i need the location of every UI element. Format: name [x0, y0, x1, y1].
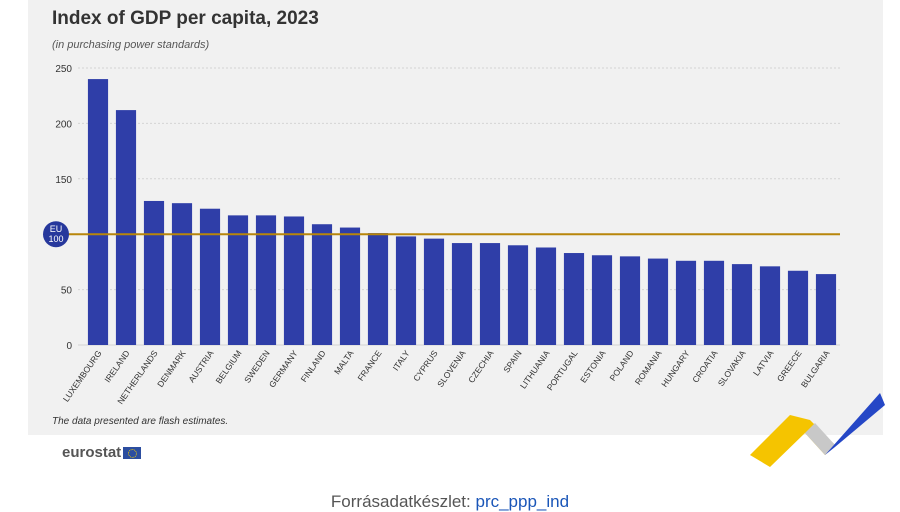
chart-note: The data presented are flash estimates. [52, 416, 228, 427]
x-tick-label: FRANCE [355, 348, 383, 383]
x-axis-labels: LUXEMBOURGIRELANDNETHERLANDSDENMARKAUSTR… [61, 348, 832, 406]
x-tick-label: AUSTRIA [186, 348, 216, 384]
y-tick-label: 200 [55, 119, 72, 130]
bar-germany [283, 216, 305, 345]
bar-netherlands [143, 200, 165, 345]
logo-text: eurostat [62, 444, 122, 461]
chart-subtitle: (in purchasing power standards) [52, 39, 209, 51]
eu-flag-icon [123, 446, 142, 459]
source-label: Forrásadatkészlet: [330, 492, 476, 511]
x-tick-label: SLOVAKIA [716, 348, 748, 388]
bar-croatia [703, 260, 725, 345]
bar-belgium [227, 215, 249, 345]
x-tick-label: SPAIN [501, 348, 523, 374]
bar-malta [339, 227, 361, 345]
x-tick-label: POLAND [607, 348, 635, 382]
eu-badge-value: 100 [48, 234, 63, 244]
y-tick-label: 250 [55, 64, 72, 75]
x-tick-label: FINLAND [299, 348, 328, 384]
decorative-ribbon-icon [750, 393, 885, 467]
x-tick-label: BELGIUM [213, 348, 243, 385]
bar-estonia [591, 255, 613, 345]
x-tick-label: CZECHIA [466, 348, 496, 385]
eu-average-badge [43, 221, 69, 248]
eu-badge-label: EU [50, 224, 63, 234]
source-dataset-link[interactable]: prc_ppp_ind [475, 492, 570, 511]
bar-portugal [563, 253, 585, 345]
bar-spain [507, 245, 529, 345]
y-tick-label: 50 [61, 286, 73, 297]
x-tick-label: SWEDEN [242, 348, 272, 384]
bars [87, 79, 837, 345]
bar-romania [647, 258, 669, 345]
bar-lithuania [535, 247, 557, 345]
bar-luxembourg [87, 79, 109, 345]
y-axis-ticks: 0 50 150 200 250 [55, 64, 72, 352]
eurostat-logo[interactable]: eurostat [62, 444, 142, 461]
bar-cyprus [423, 238, 445, 345]
bar-sweden [255, 215, 277, 345]
chart-card [28, 0, 883, 435]
chart-canvas: Index of GDP per capita, 2023 (in purcha… [43, 8, 840, 427]
x-tick-label: SLOVENIA [435, 348, 468, 389]
y-tick-label: 0 [66, 341, 72, 352]
bar-czechia [479, 243, 501, 345]
bar-italy [395, 236, 417, 345]
x-tick-label: LATVIA [751, 348, 776, 377]
x-tick-label: CROATIA [690, 348, 720, 384]
bar-poland [619, 256, 641, 345]
x-tick-label: CYPRUS [411, 348, 440, 383]
x-tick-label: ITALY [391, 348, 412, 372]
footer-band [28, 435, 883, 475]
bar-finland [311, 224, 333, 345]
x-tick-label: BULGARIA [799, 348, 832, 389]
bar-slovenia [451, 243, 473, 345]
bar-slovakia [731, 264, 753, 345]
source-line: Forrásadatkészlet: prc_ppp_ind [0, 492, 900, 512]
bar-ireland [115, 110, 137, 345]
bar-austria [199, 208, 221, 345]
x-tick-label: GERMANY [267, 348, 300, 389]
x-tick-label: GREECE [775, 348, 804, 383]
x-tick-label: LUXEMBOURG [61, 348, 104, 403]
bar-denmark [171, 203, 193, 345]
eu-reference: EU 100 [43, 221, 840, 248]
x-tick-label: MALTA [332, 348, 356, 376]
y-tick-label: 150 [55, 175, 72, 186]
x-tick-label: IRELAND [102, 348, 131, 384]
chart-title: Index of GDP per capita, 2023 [52, 8, 319, 29]
bar-bulgaria [815, 274, 837, 345]
x-tick-label: ESTONIA [578, 348, 608, 384]
bar-greece [787, 270, 809, 345]
bar-hungary [675, 260, 697, 345]
x-tick-label: HUNGARY [659, 348, 692, 389]
x-tick-label: ROMANIA [633, 348, 664, 387]
bar-latvia [759, 266, 781, 345]
x-tick-label: DENMARK [155, 348, 188, 389]
bar-france [367, 233, 389, 345]
